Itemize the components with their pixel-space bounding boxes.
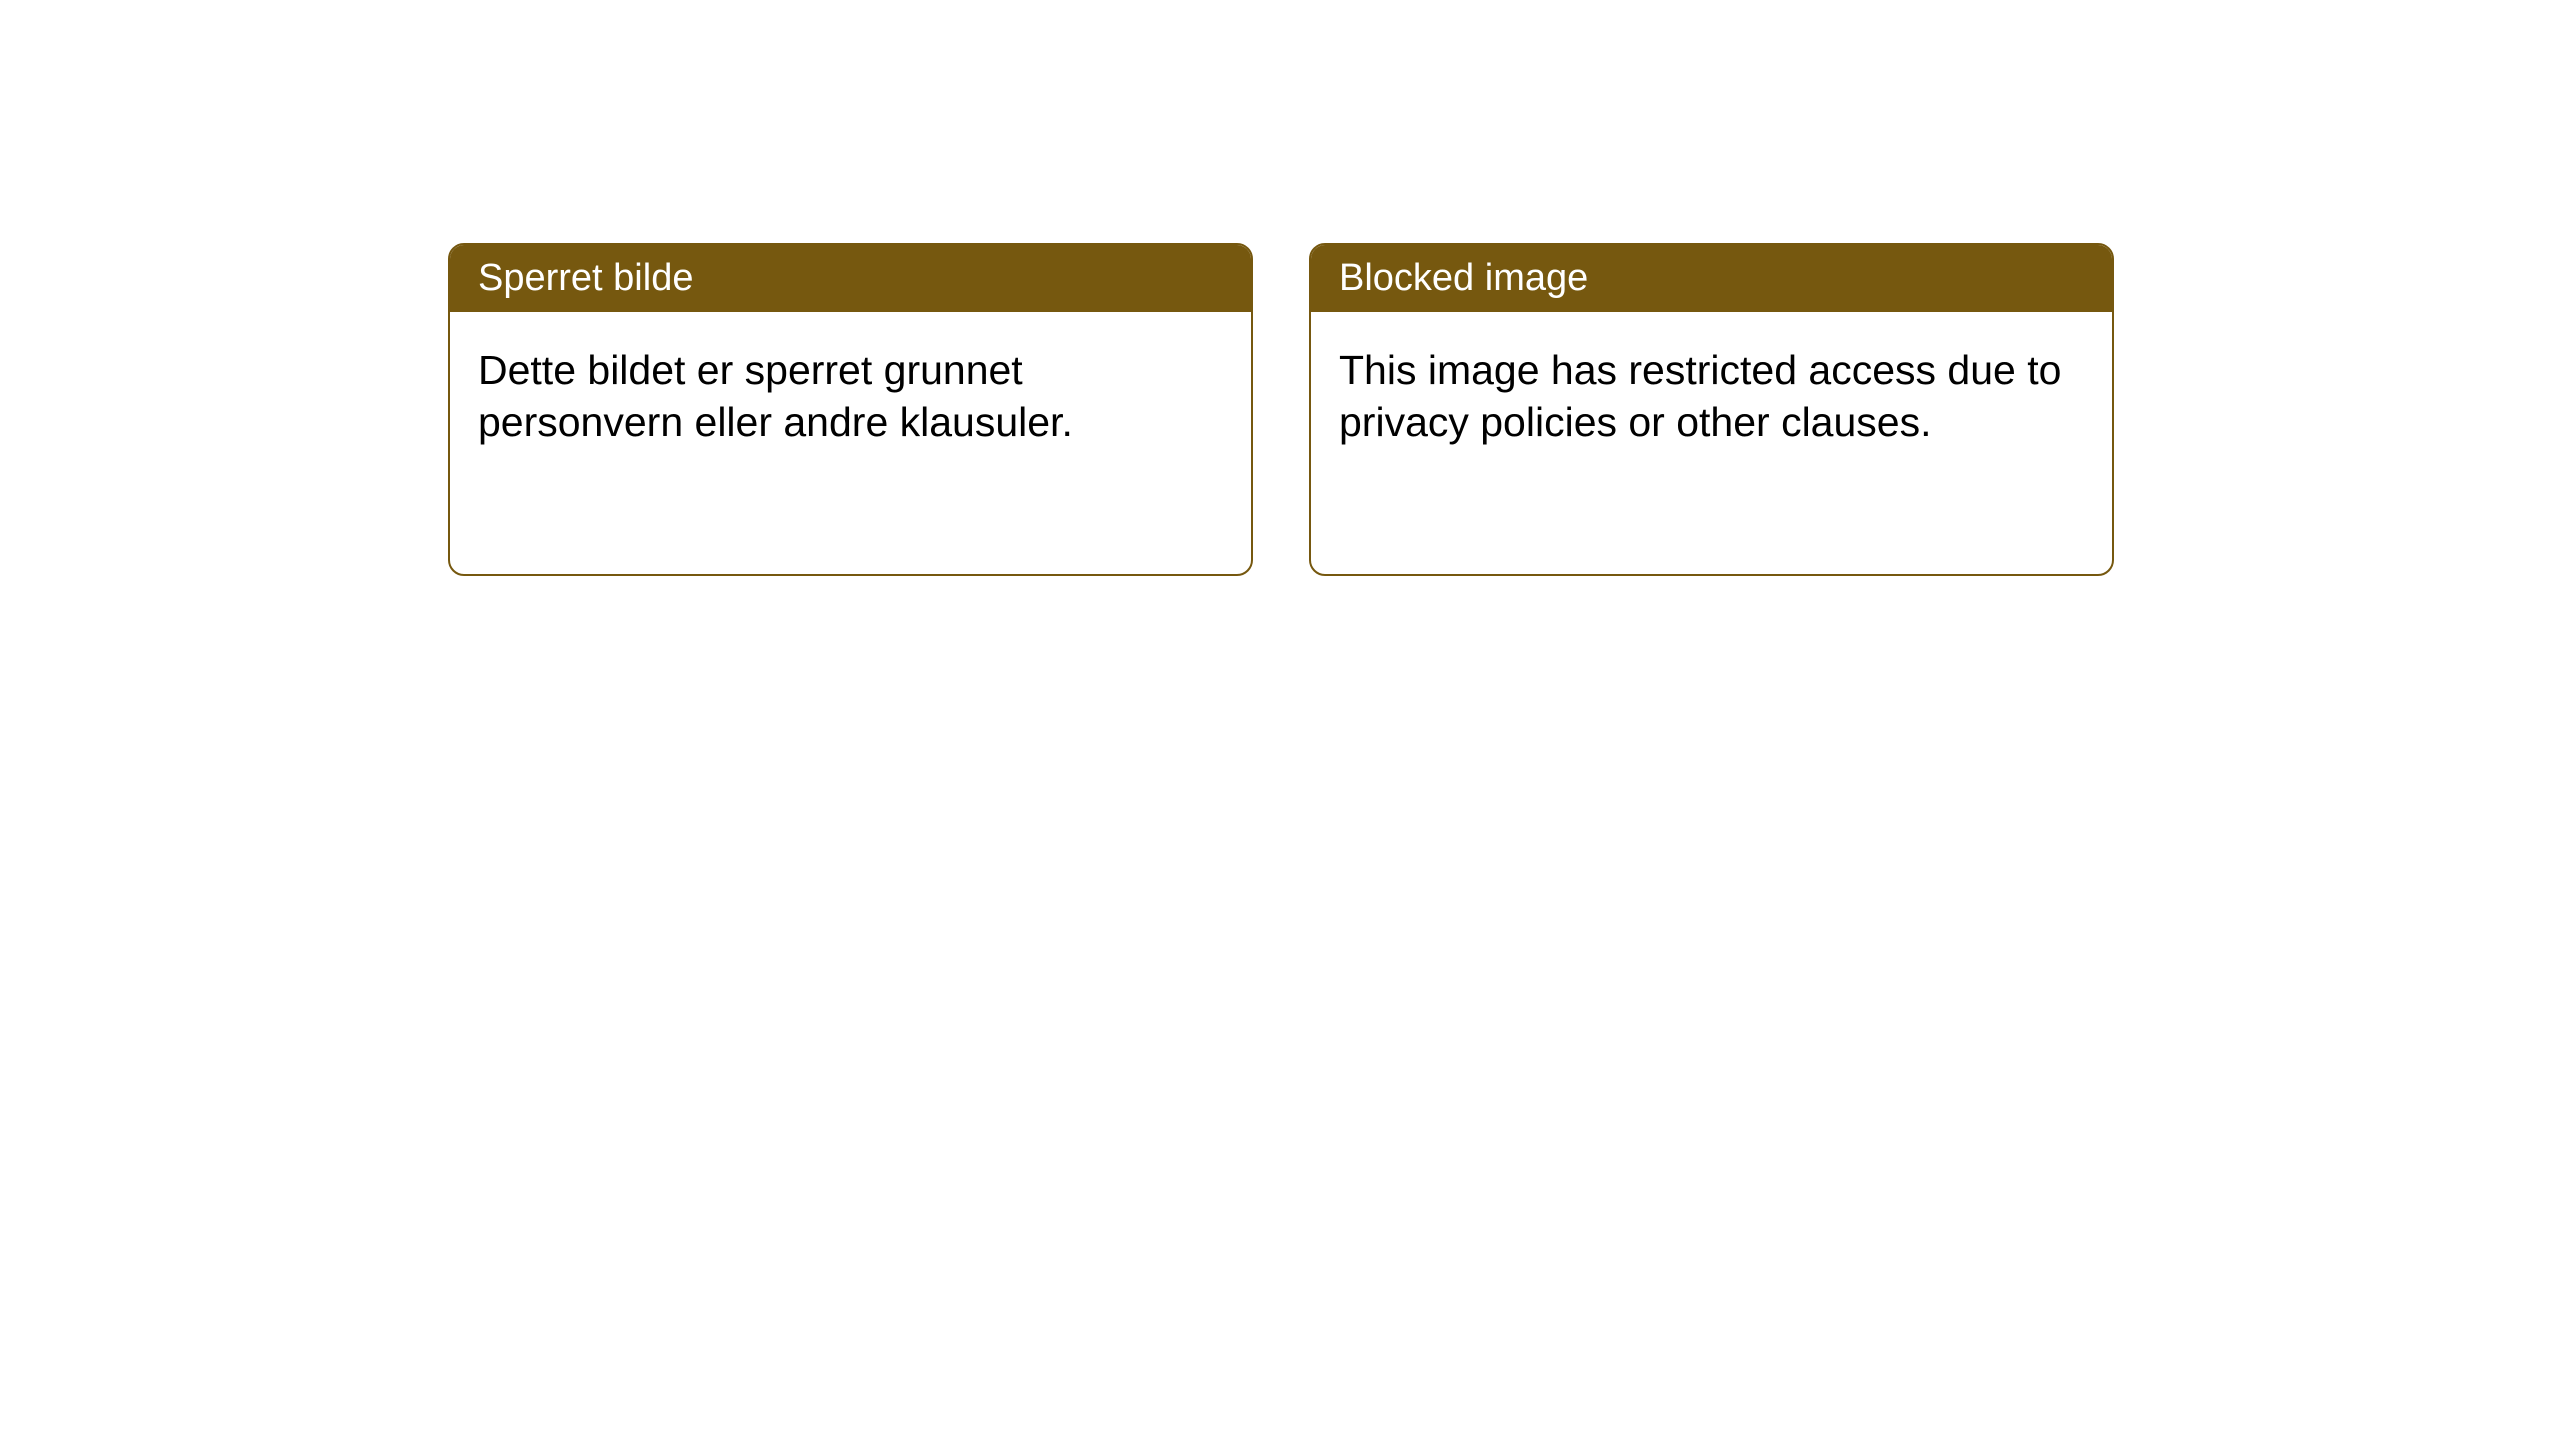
card-header: Blocked image [1311, 245, 2112, 312]
card-body-text: Dette bildet er sperret grunnet personve… [478, 347, 1073, 445]
notice-card-english: Blocked image This image has restricted … [1309, 243, 2114, 576]
card-title: Blocked image [1339, 257, 1588, 299]
card-body: Dette bildet er sperret grunnet personve… [450, 312, 1251, 481]
notice-card-norwegian: Sperret bilde Dette bildet er sperret gr… [448, 243, 1253, 576]
card-header: Sperret bilde [450, 245, 1251, 312]
card-title: Sperret bilde [478, 257, 693, 299]
card-body: This image has restricted access due to … [1311, 312, 2112, 481]
notice-container: Sperret bilde Dette bildet er sperret gr… [0, 0, 2560, 576]
card-body-text: This image has restricted access due to … [1339, 347, 2061, 445]
